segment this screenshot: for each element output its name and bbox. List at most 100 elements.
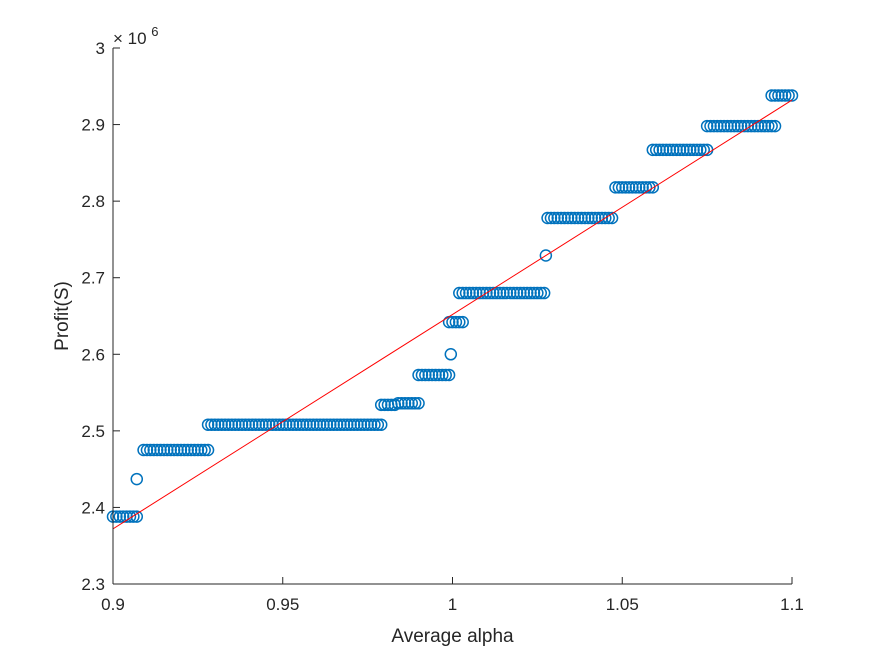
data-point (150, 443, 164, 457)
data-point (245, 418, 259, 431)
data-point (537, 286, 551, 300)
data-point (772, 89, 785, 102)
data-point (473, 286, 486, 300)
data-point (588, 211, 602, 225)
x-tick-label: 1.05 (606, 595, 639, 614)
data-point (741, 119, 755, 133)
data-point (341, 418, 354, 431)
data-point (683, 143, 697, 157)
data-point (639, 181, 653, 194)
data-point (242, 418, 256, 431)
data-point (690, 143, 704, 157)
data-point (714, 119, 727, 133)
data-point (595, 211, 609, 225)
data-point (677, 143, 690, 157)
data-point (113, 510, 127, 523)
data-point (632, 181, 646, 194)
x-tick-label: 1 (448, 595, 457, 614)
data-point (174, 443, 188, 457)
y-tick-label: 2.4 (81, 498, 105, 517)
data-point (422, 368, 435, 382)
data-point (687, 143, 700, 157)
data-point (548, 211, 561, 225)
data-point (361, 418, 374, 431)
y-tick-label: 2.3 (81, 575, 105, 594)
data-point (459, 286, 473, 300)
data-point (164, 443, 177, 457)
data-point (140, 443, 154, 457)
data-point (208, 418, 222, 431)
data-point (483, 286, 497, 300)
data-point (619, 181, 632, 194)
data-point (137, 443, 150, 457)
data-point (704, 119, 717, 133)
data-point (622, 181, 636, 194)
data-point (212, 418, 225, 431)
y-axis-label: Profit(S) (52, 281, 73, 351)
data-point (500, 286, 514, 300)
data-point (778, 89, 792, 102)
data-point (646, 143, 660, 157)
data-point (344, 418, 357, 431)
data-point (486, 286, 500, 300)
data-point (785, 89, 799, 102)
data-point (745, 119, 758, 133)
data-point (327, 418, 340, 431)
data-point (734, 119, 748, 133)
data-point (408, 397, 422, 410)
data-point (551, 211, 564, 225)
data-point (768, 89, 782, 102)
data-point (313, 418, 327, 431)
data-point (554, 211, 568, 225)
linear-fit-line (112, 99, 793, 530)
data-point (453, 315, 466, 329)
data-point (269, 418, 283, 431)
data-point (493, 286, 507, 300)
data-point (636, 181, 649, 194)
data-point (205, 418, 218, 431)
data-point (337, 418, 351, 431)
data-point (497, 286, 510, 300)
data-point (507, 286, 520, 300)
data-point (612, 181, 626, 194)
data-point (395, 397, 408, 410)
y-tick-label: 2.9 (81, 116, 105, 135)
data-point (643, 181, 656, 194)
data-point (374, 398, 388, 412)
data-point (232, 418, 245, 431)
data-point (728, 119, 741, 133)
data-point (527, 286, 541, 300)
x-tick-label: 0.9 (101, 595, 125, 614)
data-point (412, 397, 425, 410)
data-point (721, 119, 734, 133)
data-point (425, 368, 439, 382)
data-point (453, 286, 466, 300)
y-tick-label: 2.5 (81, 422, 105, 441)
data-point (110, 510, 123, 523)
data-point (616, 181, 629, 194)
data-point (171, 443, 184, 457)
data-point (307, 418, 320, 431)
data-point (432, 368, 446, 382)
data-point (765, 89, 778, 102)
data-point (127, 510, 140, 523)
data-point (765, 119, 778, 133)
data-point (317, 418, 330, 431)
data-point (782, 89, 795, 102)
data-point (419, 368, 432, 382)
data-point (157, 443, 171, 457)
data-point (249, 418, 262, 431)
data-point (374, 418, 388, 431)
data-point (524, 286, 537, 300)
data-point (324, 418, 337, 431)
data-point (761, 119, 775, 133)
y-tick-label: 2.7 (81, 269, 105, 288)
data-point (666, 143, 680, 157)
data-point (539, 249, 553, 262)
data-point (673, 143, 687, 157)
data-point (252, 418, 266, 431)
data-point (444, 348, 458, 361)
data-point (351, 418, 364, 431)
data-point (775, 89, 789, 102)
data-point (599, 211, 612, 225)
